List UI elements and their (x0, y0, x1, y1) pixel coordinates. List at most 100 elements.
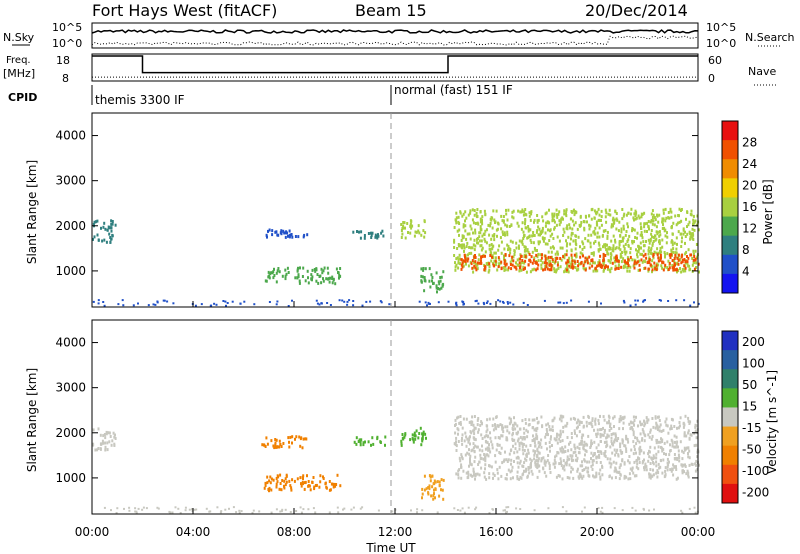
velocity-cell (578, 430, 581, 434)
power-cell (376, 236, 379, 240)
power-cell (275, 280, 278, 284)
power-cell (600, 302, 602, 305)
power-cell (643, 222, 646, 226)
colorbar-swatch (722, 445, 738, 466)
power-cell (625, 261, 628, 265)
velocity-cell (599, 435, 602, 439)
power-cell (614, 267, 617, 271)
power-cell (497, 299, 500, 302)
power-cell (570, 237, 572, 241)
velocity-cell (517, 455, 519, 459)
power-cell (471, 246, 474, 250)
velocity-cell (519, 435, 522, 439)
velocity-cell (480, 421, 483, 425)
velocity-cell (324, 481, 327, 485)
power-cell (166, 300, 169, 303)
velocity-cell (501, 461, 504, 465)
velocity-cell (587, 470, 590, 474)
power-cell (673, 241, 676, 245)
velocity-cell (463, 511, 466, 514)
velocity-cell (433, 492, 435, 496)
power-cell (650, 232, 653, 236)
velocity-cell (478, 448, 481, 452)
velocity-cell (514, 427, 517, 431)
power-cell (661, 220, 664, 224)
power-cell (665, 216, 668, 220)
power-cell (489, 224, 492, 228)
velocity-cell (545, 474, 548, 478)
velocity-cell (553, 416, 556, 420)
power-cell (629, 265, 632, 269)
velocity-cell (526, 430, 529, 434)
velocity-cell (270, 488, 273, 492)
power-cell (380, 231, 383, 235)
power-cell (612, 216, 615, 220)
velocity-cell (495, 448, 498, 452)
power-cell (527, 250, 530, 254)
colorbar-swatch (722, 426, 738, 447)
power-cell (612, 224, 614, 228)
velocity-cell (546, 447, 548, 451)
velocity-cell (307, 484, 310, 488)
power-cell (549, 255, 552, 259)
power-cell (655, 262, 658, 266)
velocity-cell (472, 467, 475, 471)
power-cell (316, 302, 319, 305)
power-cell (581, 247, 584, 251)
velocity-cell (494, 436, 497, 440)
velocity-cell (601, 464, 603, 468)
power-cell (609, 261, 612, 265)
velocity-cell (499, 452, 502, 455)
power-cell (563, 256, 566, 260)
power-cell (588, 227, 591, 231)
velocity-cell (512, 428, 515, 432)
power-cell (476, 221, 479, 225)
power-cell (460, 267, 463, 271)
power-cell (657, 263, 660, 267)
power-cell (566, 227, 569, 231)
velocity-cell (582, 474, 585, 478)
velocity-cell (601, 506, 604, 509)
velocity-cell (512, 423, 514, 427)
power-cell (544, 265, 547, 268)
velocity-cell (606, 433, 609, 437)
velocity-cell (312, 507, 315, 510)
velocity-cell (472, 470, 475, 474)
velocity-cell (544, 435, 547, 439)
power-cell (490, 259, 493, 263)
velocity-cell (431, 485, 434, 489)
power-cell (513, 250, 516, 253)
power-cell (552, 260, 554, 263)
velocity-cell (581, 464, 584, 468)
velocity-cell (641, 428, 644, 432)
power-cell (677, 230, 680, 234)
power-cell (492, 263, 495, 267)
velocity-cell (508, 452, 511, 456)
power-cell (553, 267, 556, 271)
power-cell (296, 276, 299, 280)
power-cell (520, 254, 523, 258)
velocity-cell (128, 506, 131, 509)
power-cell (572, 209, 575, 213)
velocity-cell (671, 441, 674, 445)
velocity-cell (602, 415, 605, 419)
velocity-cell (300, 484, 303, 488)
velocity-cell (672, 473, 675, 477)
power-cell (642, 299, 645, 302)
velocity-cell (299, 444, 302, 448)
power-cell (569, 242, 572, 246)
power-cell (492, 256, 495, 260)
velocity-cell (413, 431, 416, 435)
power-cell (677, 269, 680, 273)
power-cell (506, 218, 509, 222)
power-cell (682, 232, 685, 236)
power-cell (520, 210, 522, 214)
power-cell (545, 221, 548, 225)
velocity-cell (303, 487, 306, 491)
velocity-cell (606, 443, 609, 447)
velocity-cell (434, 480, 437, 484)
power-cell (122, 304, 125, 307)
power-cell (668, 216, 671, 220)
power-cell (472, 221, 475, 225)
velocity-cell (518, 477, 521, 481)
